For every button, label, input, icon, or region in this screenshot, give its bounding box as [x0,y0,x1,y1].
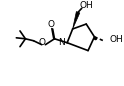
Text: OH: OH [110,35,124,44]
Polygon shape [73,12,80,29]
Text: O: O [38,38,45,47]
Text: OH: OH [79,1,93,10]
Text: O: O [47,20,54,29]
Text: N: N [58,38,64,47]
